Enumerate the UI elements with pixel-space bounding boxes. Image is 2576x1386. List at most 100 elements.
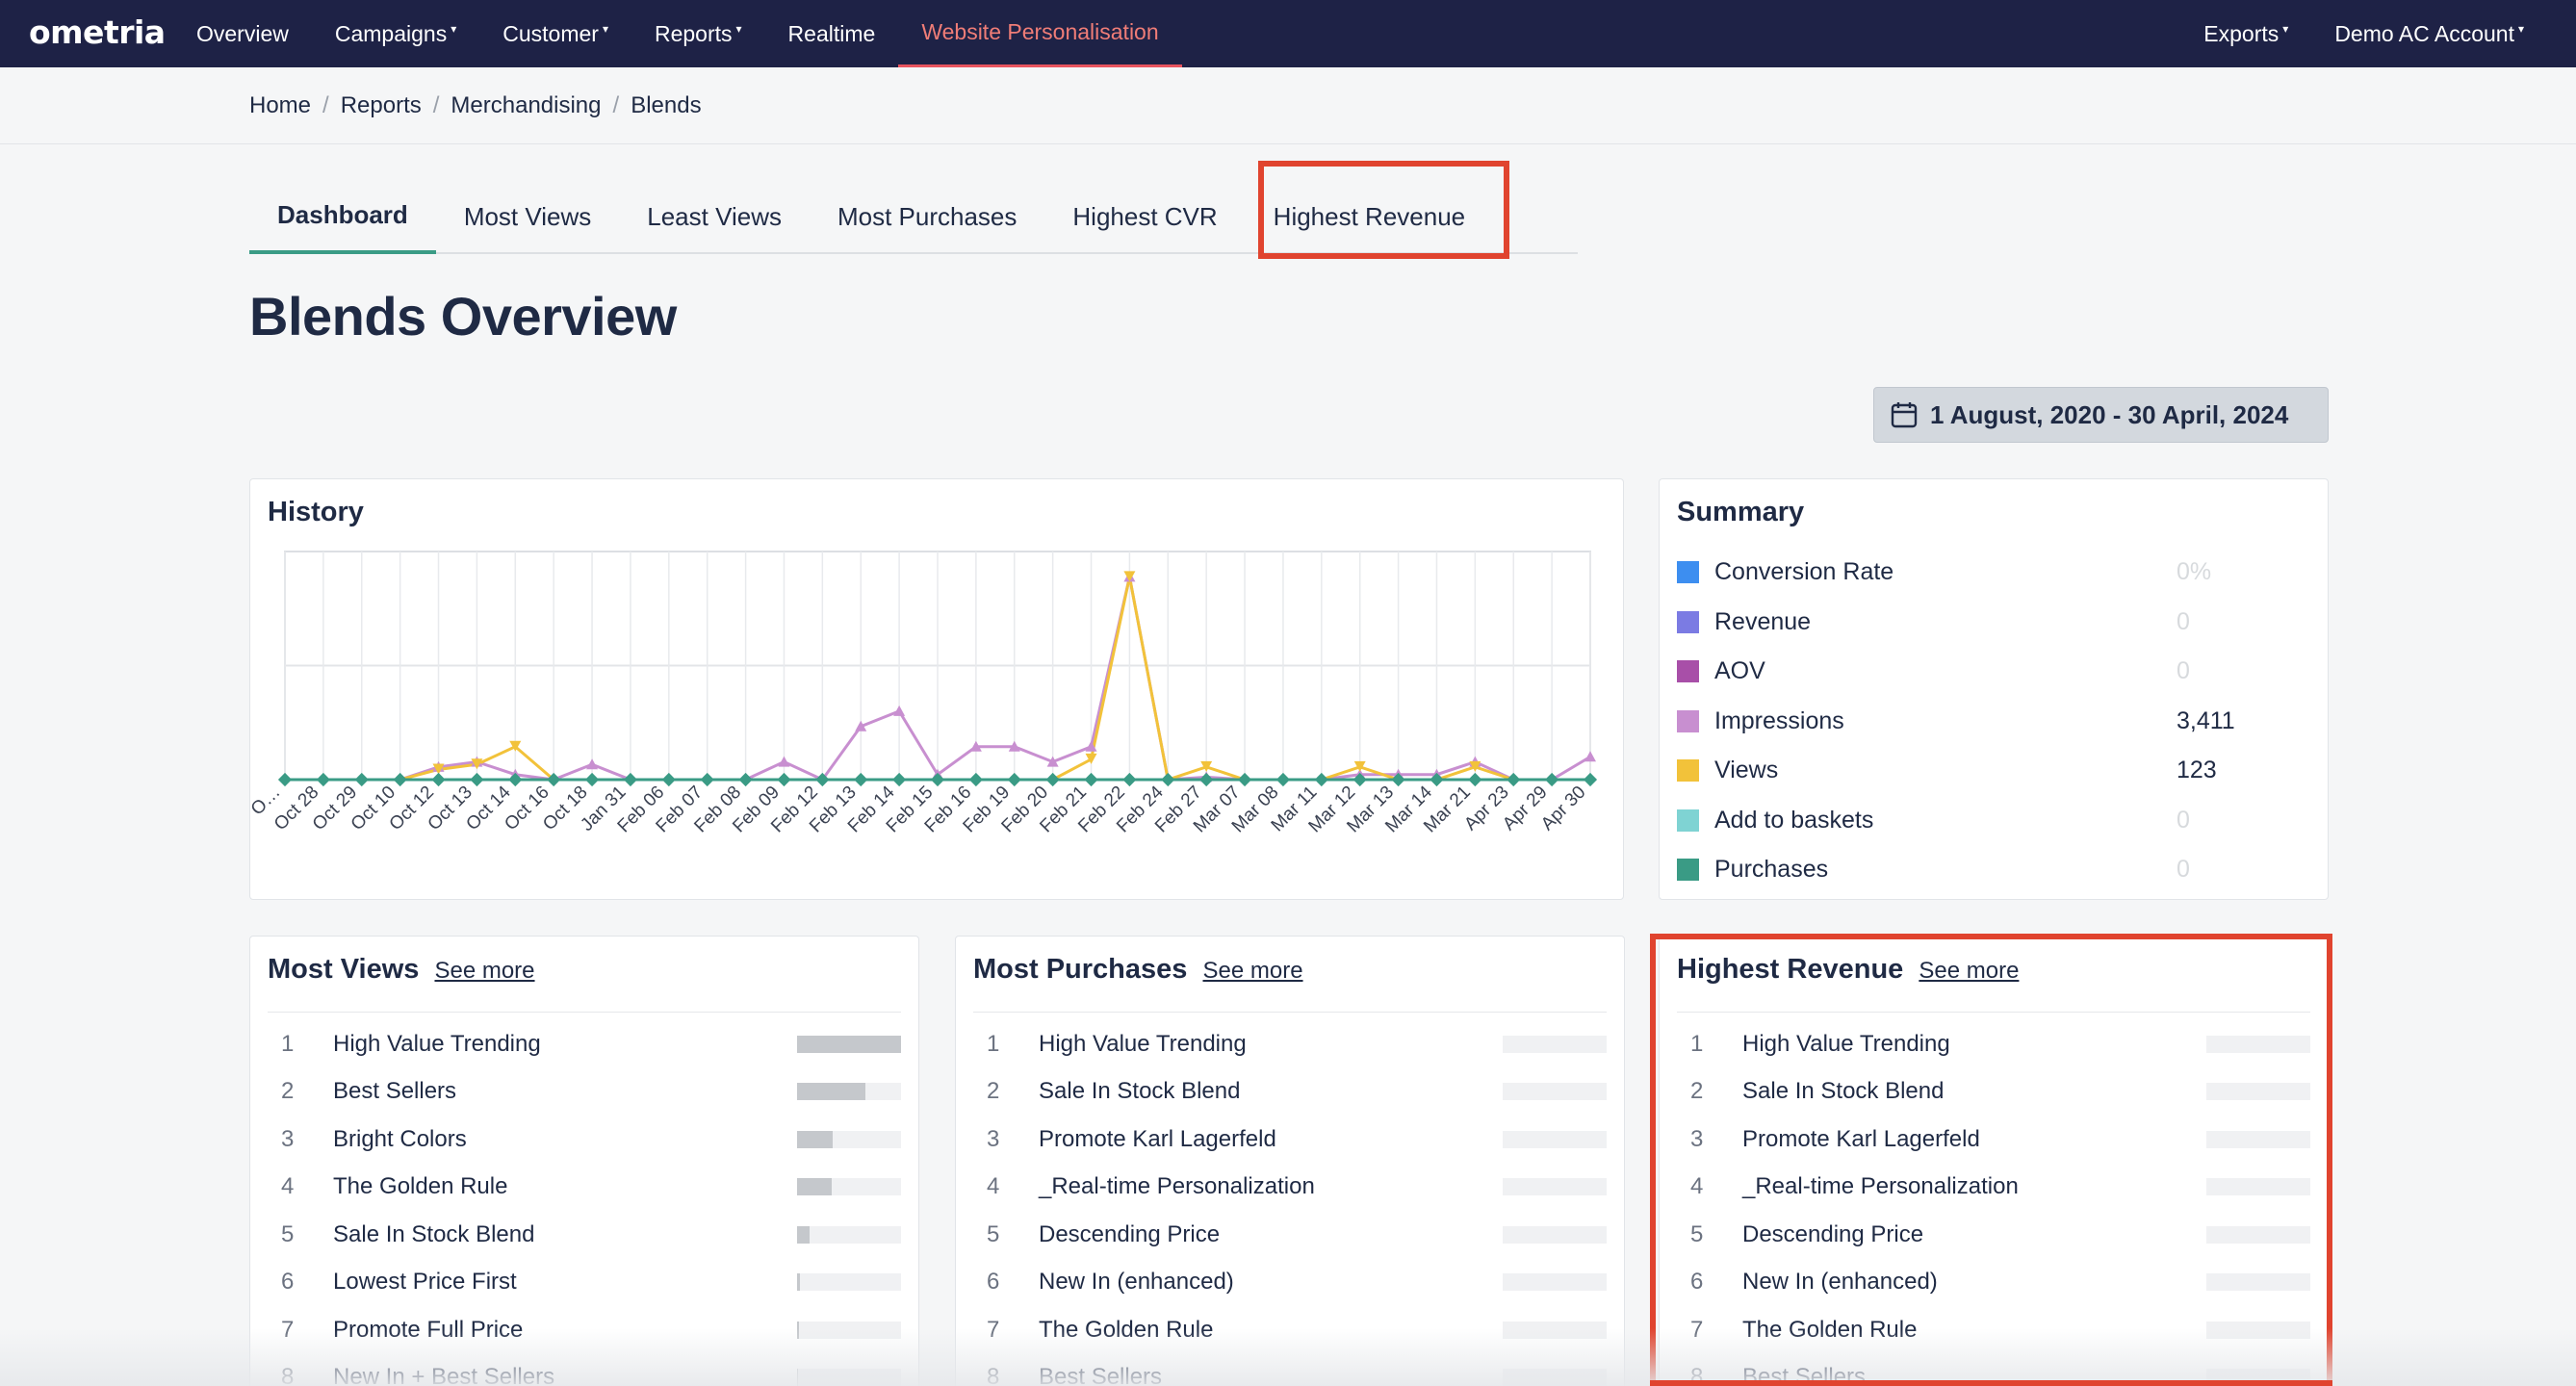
list-item[interactable]: 1 High Value Trending [1677,1020,2310,1067]
list-item[interactable]: 6 New In (enhanced) [973,1259,1607,1306]
tab-most-purchases[interactable]: Most Purchases [837,201,1018,231]
data-point[interactable] [1085,753,1097,764]
data-point[interactable] [1122,772,1137,787]
list-item[interactable]: 8 Best Sellers [973,1354,1607,1386]
breadcrumb-item[interactable]: Home [249,92,312,118]
data-point[interactable] [431,772,446,787]
list-item[interactable]: 3 Promote Karl Lagerfeld [973,1116,1607,1163]
data-point[interactable] [1507,772,1521,787]
data-point[interactable] [1430,772,1444,787]
tab-least-views[interactable]: Least Views [647,201,782,231]
data-point[interactable] [778,756,790,767]
data-point[interactable] [930,772,945,787]
data-point[interactable] [855,720,867,732]
data-point[interactable] [1314,772,1328,787]
list-item[interactable]: 5 Descending Price [1677,1211,2310,1258]
data-point[interactable] [1084,772,1098,787]
data-point[interactable] [1583,772,1598,787]
data-point[interactable] [432,763,445,775]
nav-item-customer[interactable]: Customer ▾ [479,0,631,67]
data-point[interactable] [1352,772,1367,787]
value-bar [2206,1035,2310,1053]
data-point[interactable] [393,772,407,787]
highest-revenue-see-more-link[interactable]: See more [1919,958,2020,984]
legend-swatch [1677,660,1699,682]
list-item[interactable]: 4 The Golden Rule [268,1164,901,1211]
data-point[interactable] [316,772,330,787]
breadcrumb-item[interactable]: Merchandising [451,92,602,118]
data-point[interactable] [854,772,868,787]
list-item[interactable]: 3 Bright Colors [268,1116,901,1163]
list-item[interactable]: 1 High Value Trending [973,1020,1607,1067]
list-item[interactable]: 2 Best Sellers [268,1068,901,1116]
data-point[interactable] [1468,772,1482,787]
data-point[interactable] [584,772,600,787]
data-point[interactable] [1199,772,1214,787]
list-item[interactable]: 2 Sale In Stock Blend [973,1068,1607,1116]
data-point[interactable] [547,772,561,787]
data-point[interactable] [661,772,676,787]
data-point[interactable] [586,758,599,770]
tab-highest-revenue[interactable]: Highest Revenue [1273,201,1466,231]
tab-most-views[interactable]: Most Views [463,201,592,231]
ometria-logo[interactable]: ometria [29,13,166,51]
data-point[interactable] [969,740,982,752]
data-point[interactable] [1123,571,1136,582]
data-point[interactable] [892,772,907,787]
data-point[interactable] [1353,760,1366,772]
data-point[interactable] [1391,772,1405,787]
list-item[interactable]: 7 Promote Full Price [268,1306,901,1353]
list-item[interactable]: 4 _Real-time Personalization [973,1164,1607,1211]
data-point[interactable] [1584,751,1596,762]
list-item[interactable]: 6 New In (enhanced) [1677,1259,2310,1306]
data-point[interactable] [893,705,906,716]
list-item[interactable]: 1 High Value Trending [268,1020,901,1067]
date-range-picker[interactable]: 1 August, 2020 - 30 April, 2024 [1873,387,2329,443]
data-point[interactable] [354,772,369,787]
data-point[interactable] [1161,772,1175,787]
tab-highest-cvr[interactable]: Highest CVR [1072,201,1218,231]
data-point[interactable] [700,772,714,787]
list-item[interactable]: 8 New In + Best Sellers [268,1354,901,1386]
list-item[interactable]: 4 _Real-time Personalization [1677,1164,2310,1211]
nav-item-reports[interactable]: Reports ▾ [631,0,765,67]
list-item[interactable]: 7 The Golden Rule [973,1306,1607,1353]
data-point[interactable] [777,772,791,787]
nav-item-overview[interactable]: Overview [173,0,312,67]
list-item[interactable]: 6 Lowest Price First [268,1259,901,1306]
list-item[interactable]: 3 Promote Karl Lagerfeld [1677,1116,2310,1163]
nav-item-exports[interactable]: Exports ▾ [2180,0,2311,67]
data-point[interactable] [968,772,983,787]
nav-item-website-personalisation[interactable]: Website Personalisation [898,0,1182,67]
list-item[interactable]: 5 Descending Price [973,1211,1607,1258]
data-point[interactable] [1469,760,1481,772]
data-point[interactable] [277,772,293,787]
most-views-see-more-link[interactable]: See more [434,958,535,984]
data-point[interactable] [1045,772,1060,787]
nav-item-campaigns[interactable]: Campaigns ▾ [312,0,479,67]
data-point[interactable] [1085,740,1097,752]
data-point[interactable] [508,772,523,787]
data-point[interactable] [815,772,830,787]
data-point[interactable] [1007,772,1021,787]
data-point[interactable] [1275,772,1291,787]
data-point[interactable] [509,740,522,752]
data-point[interactable] [470,772,484,787]
nav-item-realtime[interactable]: Realtime [765,0,899,67]
nav-item-demo-ac-account[interactable]: Demo AC Account ▾ [2311,0,2547,67]
data-point[interactable] [471,758,483,770]
tab-dashboard[interactable]: Dashboard [249,179,436,254]
breadcrumb-item[interactable]: Reports [340,92,422,118]
data-point[interactable] [1046,756,1059,767]
data-point[interactable] [1200,760,1213,772]
rank-number: 1 [1690,1030,1704,1057]
data-point[interactable] [623,772,638,787]
list-item[interactable]: 5 Sale In Stock Blend [268,1211,901,1258]
most-purchases-see-more-link[interactable]: See more [1202,958,1303,984]
data-point[interactable] [1545,772,1559,787]
list-item[interactable]: 2 Sale In Stock Blend [1677,1068,2310,1116]
data-point[interactable] [1008,740,1020,752]
data-point[interactable] [1237,772,1252,787]
breadcrumb-item: Blends [631,92,702,118]
data-point[interactable] [738,772,753,787]
